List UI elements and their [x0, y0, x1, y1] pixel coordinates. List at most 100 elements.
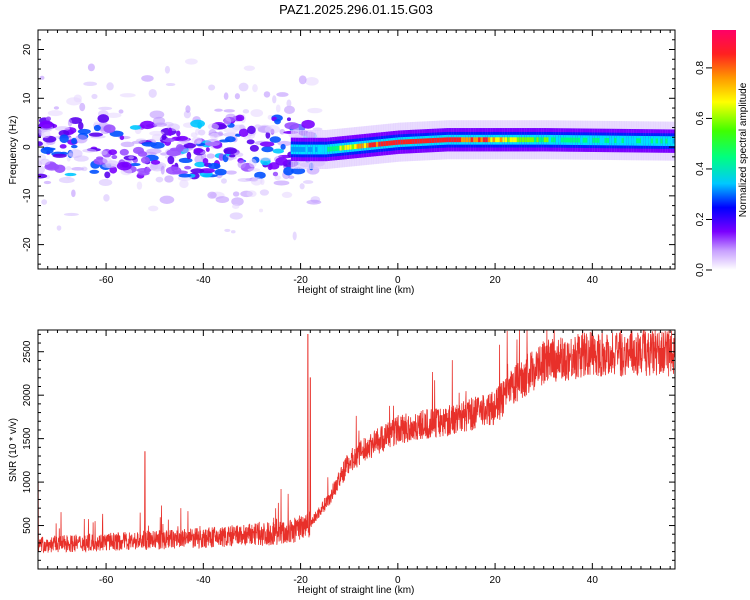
- spectrogram-blob: [118, 109, 124, 114]
- spectrogram-blob: [165, 82, 176, 87]
- ridge-core: [305, 147, 309, 152]
- ridge-core: [434, 137, 438, 143]
- ridge-core: [619, 138, 622, 144]
- spectrogram-blob: [277, 140, 292, 146]
- ridge-core: [446, 137, 450, 143]
- ridge-core: [332, 146, 336, 152]
- spectrogram-blob: [98, 179, 113, 186]
- ridge-core: [468, 137, 472, 143]
- ridge-core: [533, 137, 537, 143]
- spectrogram-blob: [93, 121, 100, 126]
- spectrogram-blob: [149, 110, 165, 119]
- ridge-core: [650, 138, 654, 144]
- ridge-core: [521, 137, 525, 143]
- spectrogram-blob: [224, 228, 231, 232]
- spectrogram-blob: [148, 205, 159, 212]
- ridge-core: [589, 137, 593, 143]
- spectrogram-blob: [40, 129, 51, 139]
- spectrogram-blob: [299, 183, 305, 190]
- ridge-core: [356, 143, 360, 149]
- ridge-core: [529, 137, 533, 143]
- spectrogram-blob: [237, 177, 252, 182]
- spectrogram-blob: [150, 160, 161, 165]
- ridge-core: [427, 138, 430, 144]
- ridge-core: [536, 137, 540, 143]
- spectrogram-blob: [272, 95, 277, 104]
- spectrogram-blob: [106, 82, 114, 91]
- y-tick-label: 2500: [22, 340, 33, 363]
- spectrogram-blob: [206, 153, 215, 159]
- x-tick-label: -20: [293, 575, 308, 586]
- y-tick-label: 1500: [22, 427, 33, 450]
- ridge-core: [429, 138, 433, 144]
- spectrogram-blob: [272, 148, 285, 154]
- ridge-core: [492, 137, 496, 143]
- ridge-core: [307, 147, 311, 152]
- ridge-core: [553, 137, 557, 143]
- spectrogram-blob: [312, 127, 323, 131]
- spectrogram-blob: [89, 169, 100, 174]
- spectrogram-blob: [83, 81, 98, 87]
- x-tick-label: 20: [490, 275, 502, 286]
- spectrogram-blob: [302, 180, 314, 184]
- ridge-core: [346, 144, 350, 150]
- ridge-core: [640, 138, 644, 144]
- ridge-core: [555, 137, 559, 143]
- spectrogram-blob: [252, 84, 258, 93]
- ridge-core: [638, 138, 642, 144]
- spectrogram-blob: [264, 124, 281, 134]
- spectrogram-blob: [153, 122, 167, 127]
- ridge-core: [482, 137, 486, 143]
- spectrogram-blob: [71, 144, 78, 149]
- spectrogram-blob: [249, 144, 259, 152]
- spectrogram-blob: [243, 65, 255, 71]
- ridge-core: [402, 139, 406, 145]
- ridge-core: [444, 137, 447, 143]
- spectrogram-blob: [230, 230, 236, 234]
- spectrogram-panel: -60 -40 -20 0 20 40 -20 -10 0 10 20 Height of str…: [8, 29, 676, 296]
- spectrogram-blob: [58, 176, 75, 184]
- spectrogram-blob: [108, 149, 118, 156]
- spectrogram-blob: [238, 82, 249, 92]
- ridge-core: [594, 137, 598, 143]
- spectrogram-blob: [119, 135, 125, 141]
- spectrogram-blob: [98, 106, 113, 111]
- ridge-core: [380, 141, 384, 147]
- spectrogram-blob: [204, 139, 221, 147]
- spectrogram-blob: [159, 195, 175, 204]
- y-tick-label: 0: [22, 144, 33, 150]
- spectrogram-blob: [88, 132, 103, 137]
- ridge-core: [414, 138, 418, 144]
- spectrogram-blob: [265, 131, 271, 139]
- snr-x-ticks: -60 -40 -20 0 20 40: [37, 330, 671, 586]
- ridge-core: [490, 137, 494, 143]
- ridge-core: [390, 140, 394, 146]
- ridge-core: [665, 138, 669, 144]
- ridge-core: [290, 146, 294, 152]
- ridge-core: [546, 137, 550, 143]
- ridge-core: [565, 137, 569, 143]
- x-tick-label: 0: [395, 275, 401, 286]
- ridge-core: [375, 141, 379, 147]
- spectrogram-blob: [261, 146, 274, 153]
- ridge-core: [592, 137, 596, 143]
- spectrogram-blob: [78, 121, 84, 130]
- spectrogram-blob: [136, 181, 143, 190]
- spectrogram-blob: [207, 191, 217, 199]
- spectrogram-blob: [231, 197, 244, 206]
- ridge-core: [626, 138, 630, 144]
- spectrogram-blob: [140, 120, 155, 130]
- ridge-core: [458, 137, 462, 143]
- spectrogram-blob: [232, 191, 240, 197]
- spectrogram-blob: [116, 161, 132, 171]
- ridge-core: [514, 137, 518, 143]
- spectrogram-blob: [223, 128, 239, 133]
- spectrogram-blob: [197, 121, 203, 129]
- ridge-core: [441, 137, 445, 143]
- ridge-core: [499, 137, 503, 143]
- ridge-core: [368, 142, 372, 148]
- ridge-core: [383, 141, 387, 147]
- ridge-core: [463, 137, 467, 143]
- spectrogram-blob: [194, 161, 207, 168]
- spectrogram-blob: [283, 105, 295, 114]
